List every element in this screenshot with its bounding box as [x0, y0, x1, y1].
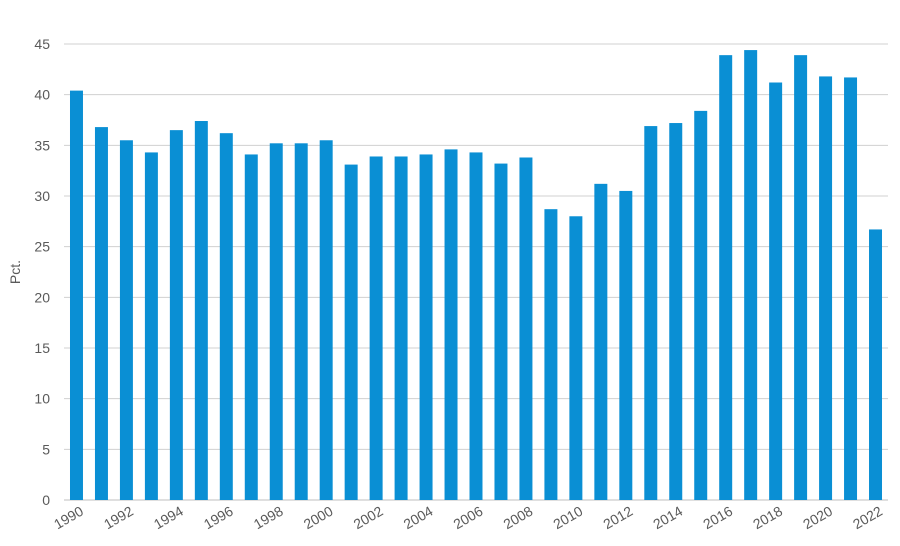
x-tick-label: 2010	[550, 503, 585, 533]
x-tick-label: 2004	[401, 503, 436, 533]
y-tick-label: 40	[34, 87, 50, 103]
bar-1996	[219, 133, 233, 500]
bar-1994	[169, 130, 183, 500]
bar-2012	[619, 190, 633, 500]
bar-1991	[94, 127, 108, 501]
bar-2000	[319, 140, 333, 500]
bar-2016	[719, 55, 733, 500]
bar-2015	[694, 110, 708, 500]
y-axis-title: Pct.	[7, 260, 23, 284]
x-tick-label: 2002	[351, 503, 386, 533]
bar-2001	[344, 164, 358, 500]
x-tick-label: 1994	[151, 503, 186, 533]
bar-2007	[494, 163, 508, 500]
bar-1995	[194, 121, 208, 500]
x-tick-label: 1996	[201, 503, 236, 533]
bar-2020	[819, 76, 833, 500]
bar-2009	[544, 209, 558, 500]
bar-1997	[244, 154, 258, 500]
bar-2022	[869, 229, 883, 500]
x-tick-label: 2016	[700, 503, 735, 533]
y-tick-label: 10	[34, 391, 50, 407]
bar-2011	[594, 183, 608, 500]
x-tick-label: 2022	[850, 503, 885, 533]
y-tick-label: 20	[34, 289, 50, 305]
bar-2018	[769, 82, 783, 501]
y-axis-ticks: 0 5 10 15 20 25 30 35 40 45	[34, 36, 50, 508]
x-tick-label: 1990	[51, 503, 86, 533]
y-tick-label: 0	[42, 492, 50, 508]
bar-1990	[69, 90, 83, 500]
bar-2010	[569, 216, 583, 500]
bar-2006	[469, 152, 483, 500]
bar-2019	[794, 55, 808, 500]
x-axis-ticks: 1990 1992 1994 1996 1998 2000 2002 2004 2006 2008…	[51, 503, 885, 533]
x-tick-label: 2020	[800, 503, 835, 533]
bar-2003	[394, 156, 408, 501]
x-tick-label: 2012	[600, 503, 635, 533]
bar-2021	[844, 77, 858, 500]
x-tick-label: 2006	[451, 503, 486, 533]
x-tick-label: 2000	[301, 503, 336, 533]
y-tick-label: 45	[34, 36, 50, 52]
bar-1993	[144, 152, 158, 500]
bars	[69, 50, 883, 501]
y-tick-label: 5	[42, 441, 50, 457]
bar-2013	[644, 126, 658, 500]
bar-1992	[119, 140, 133, 500]
bar-2005	[444, 149, 458, 501]
bar-2008	[519, 157, 533, 500]
y-tick-label: 30	[34, 188, 50, 204]
y-tick-label: 35	[34, 137, 50, 153]
x-tick-label: 2018	[750, 503, 785, 533]
bar-2017	[744, 50, 758, 500]
y-tick-label: 25	[34, 239, 50, 255]
y-tick-label: 15	[34, 340, 50, 356]
bar-2004	[419, 154, 433, 500]
x-tick-label: 1992	[101, 503, 136, 533]
bar-1998	[269, 143, 283, 500]
x-tick-label: 2008	[500, 503, 535, 533]
bar-2014	[669, 123, 683, 500]
x-tick-label: 1998	[251, 503, 286, 533]
x-tick-label: 2014	[650, 503, 685, 533]
bar-1999	[294, 143, 308, 500]
bar-2002	[369, 156, 383, 501]
